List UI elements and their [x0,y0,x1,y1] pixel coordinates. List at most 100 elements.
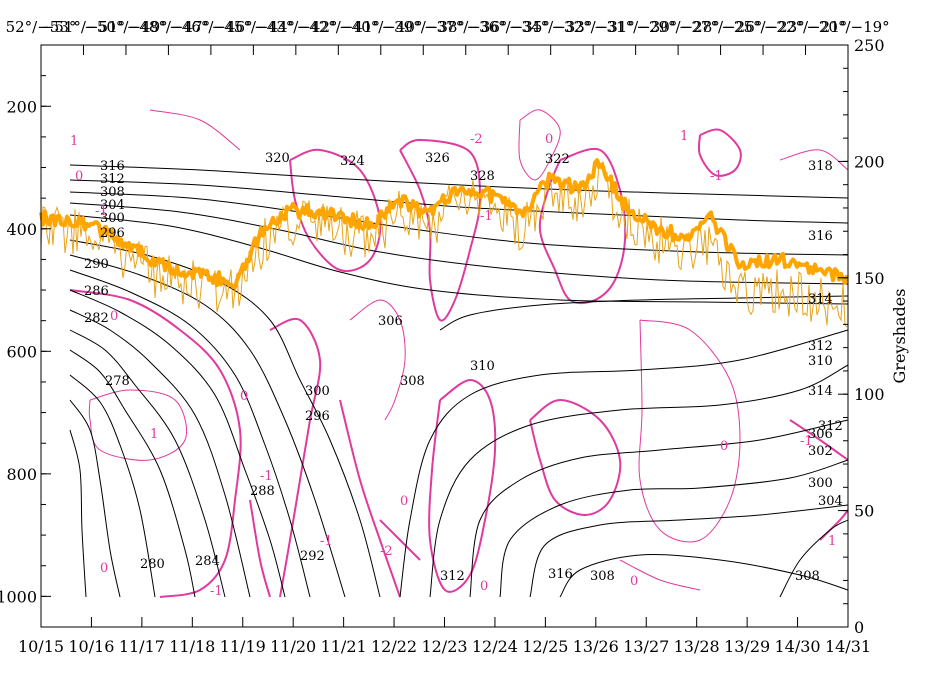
black-contour-label: 282 [84,311,109,326]
bottom-axis-tick-label: 12/22 [371,637,417,656]
top-axis-tick-label: −22°/−21° [764,18,847,36]
black-contour-label: 308 [795,569,820,584]
top-axis-tick-label: −39°/−38° [382,18,465,36]
magenta-contour-line [349,299,406,421]
magenta-contour-label: 1 [70,134,78,149]
magenta-contour-label: -1 [95,204,108,219]
axes: 2004006008001000250200150100500Greyshade… [0,18,909,656]
magenta-contour-label: -1 [210,584,223,599]
black-contour-label: 312 [440,569,465,584]
black-contour-label: 290 [84,257,109,272]
right-axis-tick-label: 100 [854,385,885,404]
left-axis-tick-label: 200 [6,97,37,116]
black-contour-label: 306 [378,314,403,329]
top-axis-tick-label: −45°/−44° [212,18,295,36]
black-contour-line [69,429,87,598]
magenta-contour-label: 0 [100,561,108,576]
black-contour-label: 296 [305,409,330,424]
black-contour-label: 312 [100,172,125,187]
top-axis-tick-label: 52°/−53° [6,18,77,36]
top-axis-tick-label: −48°/−47° [127,18,210,36]
top-axis-tick-label: −42°/−41° [297,18,380,36]
black-contour-label: 300 [808,476,833,491]
black-contour-label: 300 [100,211,125,226]
black-contour-label: 308 [100,185,125,200]
bottom-axis-tick-label: 11/18 [169,637,215,656]
bottom-axis-tick-label: 13/28 [674,637,720,656]
top-axis-tick-label: −40°/−40° [339,18,422,36]
top-axis-tick-label: −25°/−23° [721,18,804,36]
black-contour-label: 286 [84,284,109,299]
black-contour-line [69,239,381,598]
black-contour-label: 280 [140,557,165,572]
black-contour-label: 312 [818,419,843,434]
bottom-axis-tick-label: 14/31 [825,637,871,656]
black-contour-line [69,269,311,598]
bottom-axis-tick-label: 13/29 [724,637,770,656]
magenta-contour-label: -2 [470,132,483,147]
top-axis-tick-label: −51°/−51° [42,18,125,36]
black-contour-label: 322 [545,152,570,167]
black-contour-label: 304 [100,198,125,213]
black-contour-line [429,364,849,598]
right-axis-tick-label: 150 [854,269,885,288]
black-contour-line [69,191,849,256]
magenta-contour-label: 0 [545,132,553,147]
top-axis-tick-label: −32°/−31° [551,18,634,36]
magenta-contour-line [779,149,849,171]
magenta-contour-line [88,389,188,461]
black-contour-line [499,459,849,598]
top-axis-tick-label: −36°/−35° [467,18,550,36]
bottom-axis-tick-label: 11/21 [321,637,367,656]
black-contour-label: 320 [265,151,290,166]
magenta-contour-line [339,399,401,598]
top-axis-tick-label: −34°/−33° [509,18,592,36]
left-axis-tick-label: 400 [6,220,37,239]
bottom-axis-tick-label: 10/16 [68,637,114,656]
left-axis-tick-label: 600 [6,342,37,361]
magenta-contour-line [819,509,849,541]
black-contour-label: 314 [808,292,833,307]
bottom-axis-tick-label: 11/20 [270,637,316,656]
magenta-contour-label: 0 [110,309,118,324]
greyshade-lines [39,158,849,328]
black-contour-label: 310 [808,354,833,369]
black-contour-label: 302 [808,444,833,459]
black-contour-label: 316 [548,567,573,582]
magenta-contour-label: 0 [630,574,638,589]
black-contour-line [69,349,196,598]
black-contour-line [69,309,251,598]
black-contour-label: 316 [100,159,125,174]
top-axis-tick-label: −46°/−46° [169,18,252,36]
black-contour-line [779,519,849,598]
black-contour-line [529,504,849,598]
black-contour-label: 308 [400,374,425,389]
magenta-contour-label: 0 [75,169,83,184]
black-contour-line [69,374,156,598]
black-contour-line [69,179,849,224]
magenta-contour-line [249,499,271,598]
magenta-contour-label: -1 [800,434,813,449]
black-contour-label: 314 [808,384,833,399]
black-contour-line [559,554,849,598]
magenta-contour-label: -1 [320,534,333,549]
black-contour-label: 324 [340,154,365,169]
magenta-contour-line [529,398,622,517]
magenta-contour-line [399,138,482,322]
black-contour-line [399,329,849,598]
bottom-axis-tick-label: 12/24 [472,637,518,656]
magenta-contour-line [269,317,322,598]
bottom-axis-tick-label: 13/27 [623,637,669,656]
magenta-contour-line [619,559,701,591]
black-contour-line [69,254,346,598]
magenta-contour-label: 0 [400,494,408,509]
top-axis-tick-label: −31°/−30° [594,18,677,36]
black-contour-line [69,289,286,598]
right-axis-tick-label: 0 [854,618,864,637]
plot-frame [40,44,849,628]
black-contour-line [69,202,849,285]
black-contour-label: 292 [300,549,325,564]
magenta-contour-line [149,109,241,151]
